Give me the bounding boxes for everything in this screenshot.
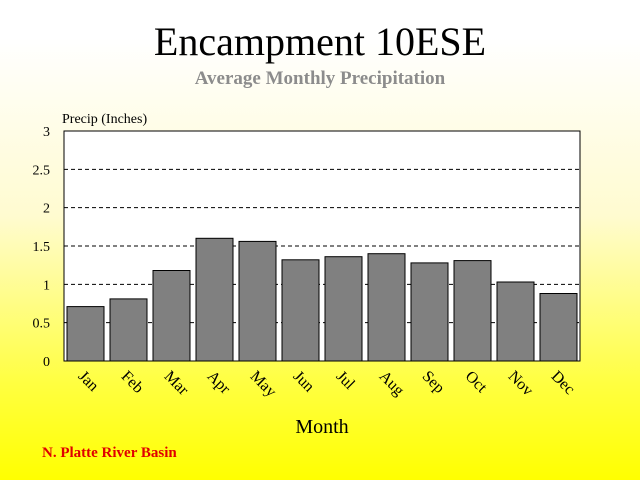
y-tick-label: 1 [43, 278, 50, 293]
x-tick-label: Jan [75, 368, 102, 395]
bar-jul [324, 256, 363, 362]
bar-jan [66, 306, 105, 362]
x-axis-ticks: Jan Feb Mar Apr May Jun Jul Aug Sep Oct Nov Dec [75, 368, 578, 401]
bar-nov [496, 281, 535, 362]
x-tick-label: Nov [505, 368, 537, 400]
gridlines [64, 168, 580, 324]
bar-dec [539, 293, 578, 362]
bar-may [238, 240, 277, 362]
y-tick-label: 2.5 [33, 163, 51, 178]
x-tick-label: Feb [118, 368, 147, 397]
bar-jun [281, 259, 320, 362]
x-tick-label: Mar [161, 368, 192, 399]
y-axis-label: Precip (Inches) [62, 112, 147, 127]
x-tick-label: Jun [290, 368, 318, 396]
x-tick-label: Apr [204, 368, 234, 398]
bars [66, 237, 578, 362]
bar-apr [195, 237, 234, 362]
y-axis-ticks: 0 0.5 1 1.5 2 2.5 3 [33, 125, 51, 370]
x-axis-label: Month [295, 416, 348, 438]
y-tick-label: 0 [43, 355, 50, 370]
bar-feb [109, 298, 148, 362]
x-tick-label: Jul [333, 368, 359, 394]
bar-oct [453, 260, 492, 362]
y-tick-label: 2 [43, 202, 50, 217]
x-tick-label: Aug [376, 368, 408, 400]
x-tick-label: Sep [419, 368, 448, 397]
basin-label: N. Platte River Basin [42, 445, 177, 461]
bar-mar [152, 270, 191, 362]
chart-title: Encampment 10ESE [153, 19, 487, 64]
x-tick-label: May [247, 368, 280, 401]
bar-aug [367, 253, 406, 362]
y-tick-label: 0.5 [33, 317, 51, 332]
x-tick-label: Dec [548, 368, 578, 398]
y-tick-label: 3 [43, 125, 50, 140]
y-tick-label: 1.5 [33, 240, 51, 255]
x-tick-label: Oct [462, 368, 491, 397]
bar-sep [410, 262, 449, 362]
chart-subtitle: Average Monthly Precipitation [194, 68, 446, 89]
